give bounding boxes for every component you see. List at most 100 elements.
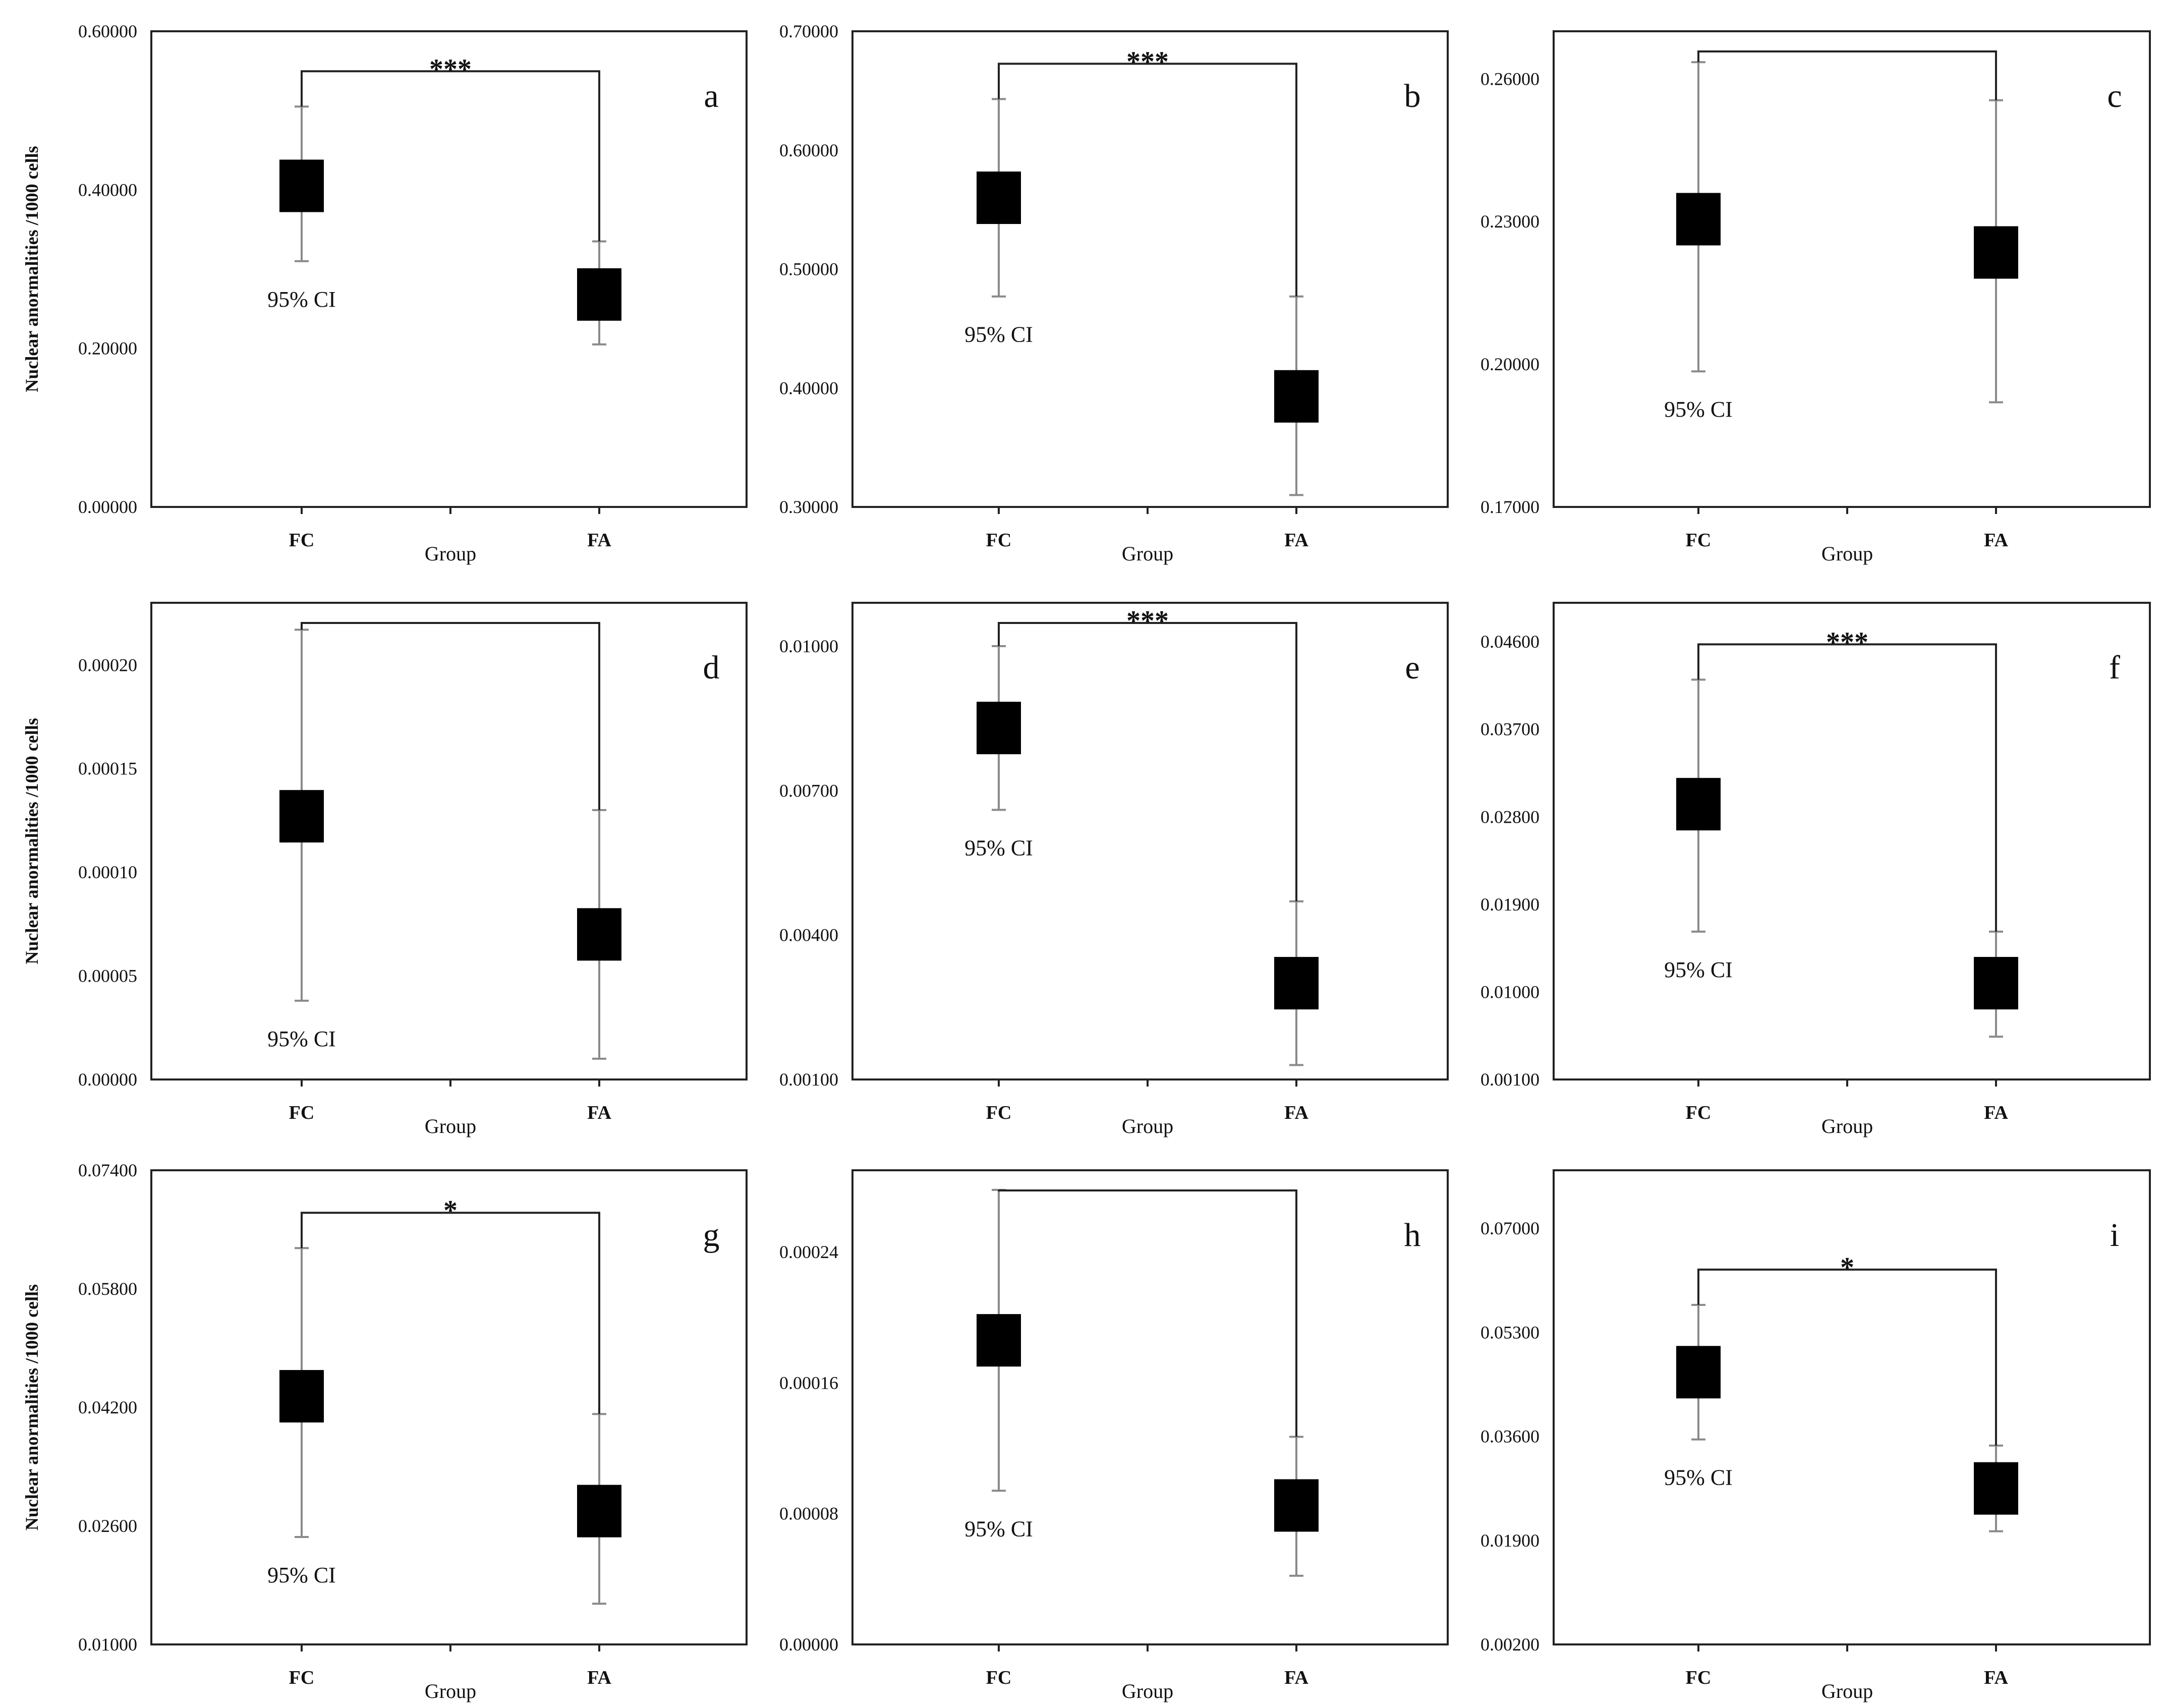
- mean-marker-fc: [1676, 778, 1721, 831]
- significance-bracket: [301, 70, 600, 242]
- x-tick-label-fa: FA: [1284, 1667, 1308, 1688]
- mean-marker-fc: [1676, 193, 1721, 246]
- panel-e: 0.00100 0.00400 0.00700 0.01000 FC FA Group e 95…: [779, 602, 1449, 1137]
- y-tick-label: 0.00005: [78, 966, 137, 986]
- x-tick-label-fa: FA: [587, 1667, 611, 1688]
- ci-label: 95% CI: [1664, 957, 1733, 982]
- ci-label: 95% CI: [964, 835, 1033, 860]
- y-tick-label: 0.05300: [1480, 1322, 1540, 1342]
- x-tick-label-fc: FC: [986, 530, 1012, 551]
- significance-marker: *: [443, 1195, 458, 1226]
- plot-frame: [1553, 602, 2151, 1080]
- y-tick-label: 0.00000: [78, 497, 137, 517]
- panel-h: 0.00000 0.00008 0.00016 0.00024 FC FA Group h 95…: [779, 1169, 1449, 1702]
- significance-bracket: [1697, 1268, 1997, 1446]
- ci-label: 95% CI: [964, 322, 1033, 347]
- y-tick-label: 0.00008: [779, 1504, 838, 1524]
- y-tick-label: 0.60000: [779, 140, 838, 160]
- y-tick-label: 0.00200: [1480, 1634, 1540, 1655]
- y-tick-label: 0.05800: [78, 1279, 137, 1299]
- x-axis-label: Group: [1122, 542, 1173, 565]
- x-tick-label-fa: FA: [587, 530, 611, 551]
- significance-bracket: [998, 1189, 1297, 1437]
- x-tick-label-fa: FA: [1284, 530, 1308, 551]
- plot-frame: [851, 1169, 1449, 1645]
- y-tick-label: 0.01000: [78, 1634, 137, 1655]
- ci-label: 95% CI: [267, 1027, 336, 1051]
- mean-marker-fa: [1974, 226, 2018, 279]
- y-tick-label: 0.23000: [1480, 211, 1540, 232]
- y-tick-label: 0.40000: [779, 378, 838, 398]
- panel-letter: e: [1405, 649, 1419, 686]
- y-tick-label: 0.00100: [779, 1069, 838, 1090]
- mean-marker-fc: [279, 159, 324, 212]
- mean-marker-fc: [977, 172, 1021, 224]
- panel-letter: a: [704, 78, 718, 115]
- x-tick-label-fc: FC: [1686, 1667, 1712, 1688]
- panel-letter: f: [2109, 649, 2120, 686]
- mean-marker-fa: [1974, 957, 2018, 1010]
- x-tick-label-fc: FC: [1686, 1102, 1712, 1123]
- panel-letter: h: [1404, 1217, 1421, 1254]
- y-tick-label: 0.00020: [78, 655, 137, 675]
- y-tick-label: 0.03700: [1480, 719, 1540, 739]
- x-axis-label: Group: [1821, 1115, 1873, 1137]
- significance-bracket: [301, 622, 600, 810]
- y-axis-label: Nuclear anormalities /1000 cells: [22, 718, 42, 964]
- x-tick-label-fa: FA: [587, 1102, 611, 1123]
- x-tick-label-fc: FC: [986, 1102, 1012, 1123]
- significance-bracket: [998, 622, 1297, 901]
- x-tick-label-fc: FC: [289, 1667, 315, 1688]
- panel-letter: d: [703, 649, 720, 686]
- panel-i: 0.00200 0.01900 0.03600 0.05300 0.07000 FC FA G…: [1480, 1169, 2151, 1702]
- significance-bracket: [998, 63, 1297, 297]
- x-axis-label: Group: [425, 542, 476, 565]
- mean-marker-fc: [977, 1314, 1021, 1367]
- panel-b: 0.30000 0.40000 0.50000 0.60000 0.70000 FC FA G…: [779, 21, 1449, 565]
- x-axis-label: Group: [1122, 1115, 1173, 1137]
- y-tick-label: 0.17000: [1480, 497, 1540, 517]
- mean-marker-fa: [577, 908, 621, 961]
- x-tick-label-fc: FC: [1686, 530, 1712, 551]
- y-tick-label: 0.00700: [779, 780, 838, 801]
- y-tick-label: 0.04200: [78, 1397, 137, 1417]
- y-tick-label: 0.02600: [78, 1516, 137, 1536]
- y-tick-label: 0.01900: [1480, 894, 1540, 915]
- mean-marker-fa: [577, 1485, 621, 1538]
- x-tick-label-fa: FA: [1984, 1102, 2008, 1123]
- mean-marker-fa: [1274, 1479, 1319, 1532]
- ci-label: 95% CI: [267, 287, 336, 312]
- significance-marker: ***: [429, 53, 472, 85]
- significance-marker: ***: [1126, 46, 1169, 77]
- x-tick-label-fa: FA: [1984, 1667, 2008, 1688]
- panel-letter: g: [703, 1217, 720, 1254]
- y-tick-label: 0.01000: [779, 636, 838, 656]
- y-tick-label: 0.60000: [78, 21, 137, 41]
- panel-letter: b: [1404, 78, 1421, 115]
- mean-marker-fa: [1974, 1462, 2018, 1515]
- y-tick-label: 0.01000: [1480, 982, 1540, 1002]
- plot-frame: [150, 30, 748, 508]
- plot-frame: [150, 1169, 748, 1645]
- panel-a: 0.00000 0.20000 0.40000 0.60000 FC FA Group a Nu…: [22, 21, 748, 565]
- y-tick-label: 0.03600: [1480, 1427, 1540, 1447]
- mean-marker-fc: [279, 790, 324, 843]
- x-axis-label: Group: [1821, 1680, 1873, 1702]
- y-tick-label: 0.00015: [78, 759, 137, 779]
- y-tick-label: 0.40000: [78, 180, 137, 200]
- y-tick-label: 0.01900: [1480, 1530, 1540, 1551]
- panel-f: 0.00100 0.01000 0.01900 0.02800 0.03700 0.046…: [1480, 602, 2151, 1137]
- y-tick-label: 0.07000: [1480, 1218, 1540, 1238]
- y-tick-label: 0.20000: [1480, 354, 1540, 374]
- y-tick-label: 0.04600: [1480, 632, 1540, 652]
- ci-label: 95% CI: [964, 1516, 1033, 1541]
- mean-marker-fc: [1676, 1346, 1721, 1399]
- y-tick-label: 0.02800: [1480, 807, 1540, 827]
- plot-frame: [150, 602, 748, 1080]
- y-tick-label: 0.70000: [779, 21, 838, 41]
- y-tick-label: 0.26000: [1480, 69, 1540, 89]
- x-axis-label: Group: [425, 1680, 476, 1702]
- panel-letter: c: [2107, 78, 2122, 115]
- y-tick-label: 0.50000: [779, 259, 838, 279]
- y-tick-label: 0.00000: [78, 1069, 137, 1090]
